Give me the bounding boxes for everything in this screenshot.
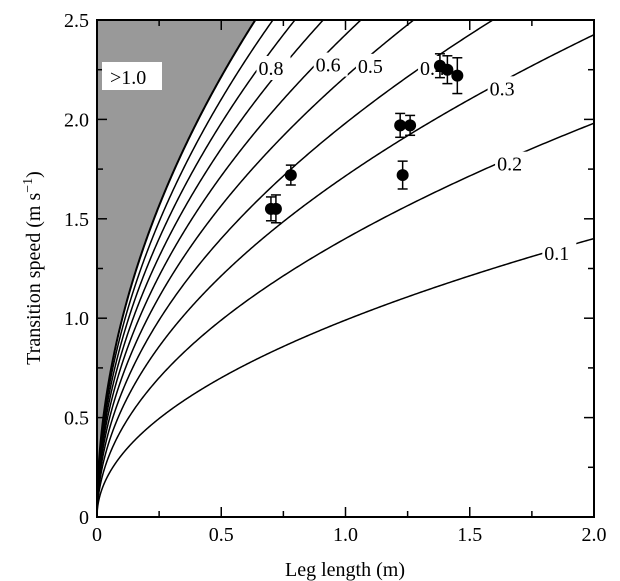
x-tick-label: 0.5 xyxy=(209,524,234,546)
froude-curve xyxy=(97,122,594,517)
curve-label: 0.2 xyxy=(497,154,522,176)
curve-label: 0.8 xyxy=(259,58,284,80)
froude-curves xyxy=(97,20,594,517)
shaded-region xyxy=(97,20,256,517)
froude-curve xyxy=(97,20,257,517)
point-marker xyxy=(394,119,407,132)
shaded-region-label-box: >1.0 xyxy=(102,62,162,90)
y-tick-label: 2.5 xyxy=(64,10,89,32)
x-tick-label: 0 xyxy=(92,524,102,546)
froude-curve xyxy=(97,20,296,517)
data-point xyxy=(404,114,417,137)
x-axis-title: Leg length (m) xyxy=(285,559,405,581)
curve-label-bg xyxy=(542,240,577,265)
shaded-region-label: >1.0 xyxy=(110,67,146,89)
data-point xyxy=(269,194,282,224)
data-point xyxy=(396,160,409,190)
y-tick-label: 1.0 xyxy=(64,308,89,330)
point-marker xyxy=(269,202,282,215)
data-point xyxy=(441,55,454,85)
froude-curve xyxy=(97,34,594,517)
froude-curve xyxy=(97,20,274,517)
point-marker xyxy=(441,63,454,76)
y-tick-label: 2.0 xyxy=(64,109,89,131)
y-axis-title-main: Transition speed (m s xyxy=(23,193,45,365)
curve-label: 0.6 xyxy=(316,55,341,77)
y-tick-label: 1.5 xyxy=(64,209,89,231)
x-tick-label: 1.0 xyxy=(333,524,358,546)
curve-label-bg xyxy=(313,52,348,77)
point-marker xyxy=(284,169,297,182)
x-tick-label: 1.5 xyxy=(457,524,482,546)
axes: 0 0.5 1.0 1.5 2.0 0 0.5 1.0 1.5 2.0 2.5 xyxy=(64,10,607,546)
froude-curve xyxy=(97,20,415,517)
shaded-area xyxy=(97,20,256,517)
curve-label-bg xyxy=(355,53,390,78)
curve-label: 0.3 xyxy=(490,78,515,100)
y-axis-title: Transition speed (m s−1) xyxy=(21,171,45,365)
point-marker xyxy=(451,69,464,82)
data-point xyxy=(451,57,464,95)
froude-curve xyxy=(97,237,594,517)
y-axis-title-close: ) xyxy=(23,171,45,178)
curve-label-bg xyxy=(256,55,291,80)
data-point xyxy=(394,112,407,139)
froude-curve xyxy=(97,20,325,517)
data-points xyxy=(264,53,464,224)
y-axis-title-superscript: −1 xyxy=(21,178,36,193)
point-marker xyxy=(404,119,417,132)
data-point xyxy=(284,164,297,186)
x-tick-label: 2.0 xyxy=(582,524,607,546)
curve-label-bg xyxy=(495,151,530,176)
y-tick-label: 0 xyxy=(79,507,89,529)
curve-label-bg xyxy=(487,76,522,101)
curve-label: 0.5 xyxy=(358,56,383,78)
froude-curve xyxy=(97,20,495,517)
froude-curve xyxy=(97,20,362,517)
curve-label: 0.1 xyxy=(544,243,569,265)
curve-labels: 0.10.20.30.40.50.60.8 xyxy=(256,52,577,265)
point-marker xyxy=(396,169,409,182)
y-tick-label: 0.5 xyxy=(64,408,89,430)
